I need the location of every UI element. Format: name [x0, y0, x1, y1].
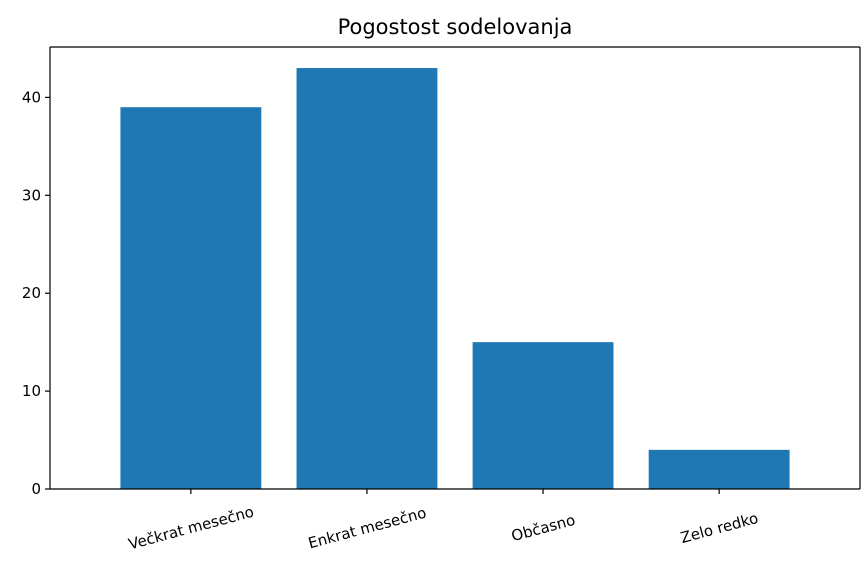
bar-2 [472, 342, 614, 489]
y-tick-label-1: 10 [22, 382, 41, 400]
x-tick-label-3: Zelo redko [679, 509, 760, 547]
bar-1 [296, 68, 438, 490]
bars-group [120, 68, 790, 490]
y-tick-label-2: 20 [22, 284, 41, 302]
x-tick-label-1: Enkrat mesečno [306, 504, 428, 553]
y-tick-label-3: 30 [22, 186, 41, 204]
y-tick-label-0: 0 [31, 480, 41, 498]
x-tick-label-0: Večkrat mesečno [126, 503, 255, 554]
bar-0 [120, 107, 262, 489]
x-axis: Večkrat mesečno Enkrat mesečno Občasno Zelo… [126, 489, 760, 553]
y-tick-label-4: 40 [22, 88, 41, 106]
x-tick-label-2: Občasno [509, 511, 577, 545]
chart-title: Pogostost sodelovanja [338, 15, 573, 39]
bar-3 [648, 449, 790, 489]
y-axis: 0 10 20 30 40 [22, 88, 50, 498]
